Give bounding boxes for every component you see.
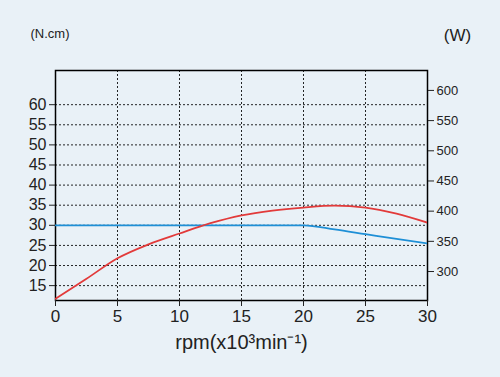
svg-text:35: 35 [29, 196, 47, 213]
svg-text:20: 20 [29, 257, 47, 274]
svg-text:400: 400 [437, 203, 459, 218]
svg-text:0: 0 [51, 307, 60, 326]
svg-text:500: 500 [437, 143, 459, 158]
svg-text:25: 25 [356, 307, 375, 326]
svg-text:(W): (W) [444, 26, 471, 45]
svg-text:550: 550 [437, 113, 459, 128]
svg-text:350: 350 [437, 233, 459, 248]
svg-text:5: 5 [113, 307, 122, 326]
svg-text:40: 40 [29, 176, 47, 193]
svg-text:15: 15 [232, 307, 251, 326]
svg-text:30: 30 [418, 307, 437, 326]
svg-text:600: 600 [437, 83, 459, 98]
svg-text:50: 50 [29, 136, 47, 153]
svg-text:(N.cm): (N.cm) [31, 26, 70, 41]
svg-text:rpm(x10³min⁻¹): rpm(x10³min⁻¹) [175, 331, 308, 353]
svg-text:25: 25 [29, 237, 47, 254]
svg-text:450: 450 [437, 173, 459, 188]
svg-text:60: 60 [29, 96, 47, 113]
svg-text:30: 30 [29, 216, 47, 233]
svg-text:45: 45 [29, 156, 47, 173]
svg-text:55: 55 [29, 116, 47, 133]
svg-text:10: 10 [170, 307, 189, 326]
svg-text:300: 300 [437, 264, 459, 279]
svg-text:15: 15 [29, 277, 47, 294]
svg-text:20: 20 [294, 307, 313, 326]
